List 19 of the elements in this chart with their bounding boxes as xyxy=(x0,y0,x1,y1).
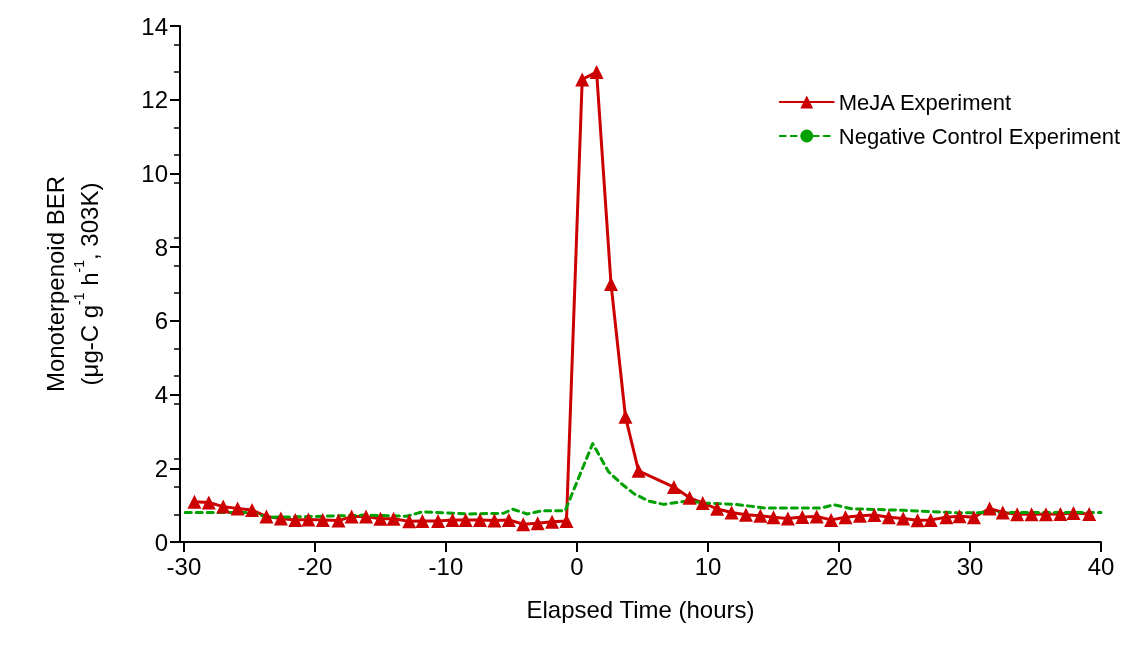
y-tick-label: 4 xyxy=(154,381,168,409)
x-tick-label: 30 xyxy=(956,552,984,580)
x-tick-label: -10 xyxy=(428,552,464,580)
y-tick-label: 12 xyxy=(141,86,168,114)
x-tick-label: -20 xyxy=(297,552,333,580)
y-tick-label: 10 xyxy=(141,159,168,187)
y-tick-label: 2 xyxy=(154,454,168,482)
y-tick-label: 6 xyxy=(154,307,168,335)
y-tick-label: 14 xyxy=(141,12,168,40)
x-tick-label: 20 xyxy=(825,552,853,580)
x-tick-label: 10 xyxy=(694,552,722,580)
x-tick-label: -30 xyxy=(166,552,202,580)
legend-label: MeJA Experiment xyxy=(838,89,1012,115)
x-tick-label: 0 xyxy=(570,552,584,580)
x-tick-label: 40 xyxy=(1087,552,1115,580)
x-axis-title: Elapsed Time (hours) xyxy=(526,595,755,623)
y-tick-label: 8 xyxy=(154,233,168,261)
legend-label: Negative Control Experiment xyxy=(838,123,1121,149)
y-tick-label: 0 xyxy=(154,528,168,556)
